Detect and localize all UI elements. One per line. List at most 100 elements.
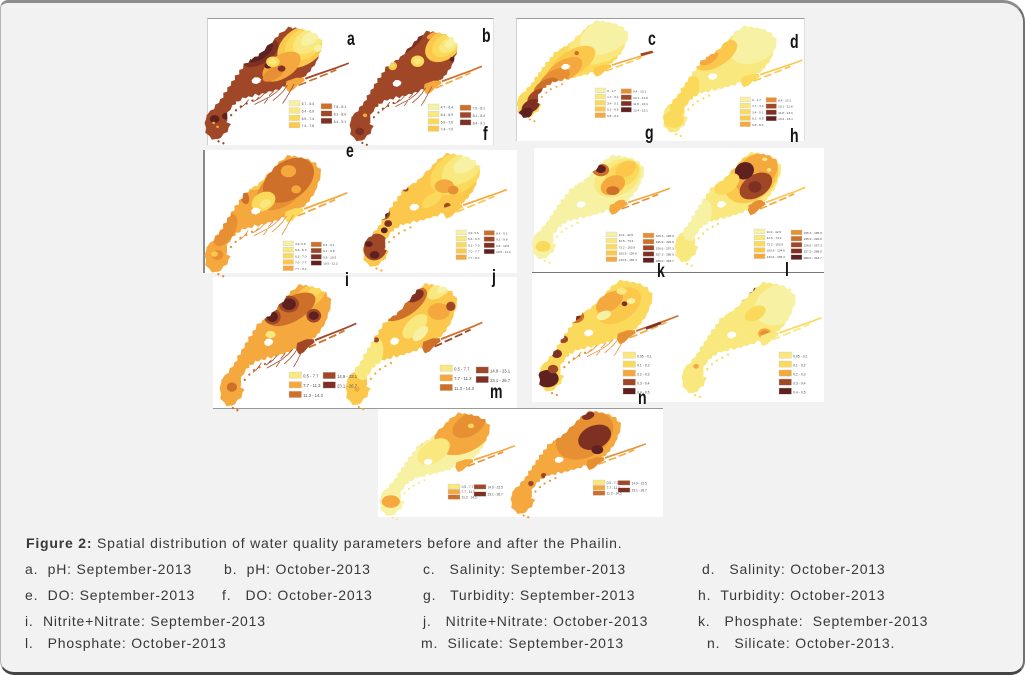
svg-text:165.3 - 195.9: 165.3 - 195.9 — [656, 234, 675, 238]
svg-text:42.5 - 73.2: 42.5 - 73.2 — [619, 239, 634, 243]
svg-text:0.05 - 0.1: 0.05 - 0.1 — [793, 354, 807, 358]
svg-text:0.3 - 0.4: 0.3 - 0.4 — [793, 381, 806, 385]
svg-text:226.6 - 257.3: 226.6 - 257.3 — [804, 243, 823, 247]
svg-text:0.4 - 0.5: 0.4 - 0.5 — [793, 390, 806, 394]
svg-text:8.4 - 9.1: 8.4 - 9.1 — [334, 120, 347, 124]
svg-text:257.3 - 288.0: 257.3 - 288.0 — [656, 253, 675, 257]
svg-text:0.1 - 0.2: 0.1 - 0.2 — [793, 363, 806, 367]
svg-text:11.3 - 14.3: 11.3 - 14.3 — [454, 386, 474, 391]
svg-text:23.1 - 26.7: 23.1 - 26.7 — [632, 489, 647, 493]
svg-text:7.9 - 8.1: 7.9 - 8.1 — [473, 107, 486, 111]
svg-text:8.1 - 8.4: 8.1 - 8.4 — [334, 113, 347, 117]
svg-text:10.1 - 11.8: 10.1 - 11.8 — [778, 105, 793, 109]
svg-text:3.4 - 5.1: 3.4 - 5.1 — [607, 101, 619, 105]
svg-text:0.5 - 7.7: 0.5 - 7.7 — [607, 481, 619, 485]
svg-text:23.1 - 26.7: 23.1 - 26.7 — [488, 493, 503, 497]
svg-text:8.4 - 10.1: 8.4 - 10.1 — [633, 90, 646, 94]
svg-text:4.9- 5.6: 4.9- 5.6 — [295, 242, 306, 246]
svg-text:8.4 - 9.1: 8.4 - 9.1 — [323, 243, 335, 247]
svg-text:7.7 - 8.4: 7.7 - 8.4 — [468, 256, 480, 260]
svg-text:9.1 - 9.8: 9.1 - 9.8 — [323, 249, 335, 253]
svg-text:6.4 - 6.9: 6.4 - 6.9 — [302, 110, 315, 114]
svg-text:8.4 - 9.1: 8.4 - 9.1 — [496, 232, 508, 236]
svg-text:5.6 - 6.3: 5.6 - 6.3 — [468, 237, 480, 241]
svg-text:0.05 - 0.1: 0.05 - 0.1 — [637, 354, 651, 358]
svg-text:0.3 - 0.4: 0.3 - 0.4 — [637, 381, 650, 385]
svg-text:134.6 - 165.3: 134.6 - 165.3 — [767, 255, 786, 259]
svg-text:6.8 - 8.4: 6.8 - 8.4 — [607, 114, 619, 118]
svg-text:42.5 - 73.2: 42.5 - 73.2 — [767, 236, 782, 240]
svg-text:8.4 - 9.1: 8.4 - 9.1 — [473, 121, 486, 125]
svg-text:11.9 - 42.5: 11.9 - 42.5 — [767, 230, 782, 234]
svg-text:0 - 1.7: 0 - 1.7 — [607, 89, 616, 93]
svg-text:10.1 - 11.8: 10.1 - 11.8 — [633, 96, 648, 100]
svg-text:7.7 - 11.3: 7.7 - 11.3 — [607, 486, 620, 490]
svg-text:5.7 - 6.4: 5.7 - 6.4 — [302, 102, 315, 106]
svg-text:257.3 - 288.0: 257.3 - 288.0 — [804, 250, 823, 254]
svg-text:6.9 - 7.4: 6.9 - 7.4 — [302, 117, 315, 121]
svg-text:6.3 - 7.0: 6.3 - 7.0 — [295, 254, 307, 258]
svg-text:103.9 - 134.6: 103.9 - 134.6 — [767, 249, 786, 253]
svg-text:14.9 - 23.1: 14.9 - 23.1 — [337, 374, 358, 379]
svg-text:7.0 - 7.7: 7.0 - 7.7 — [468, 250, 480, 254]
svg-text:1.7 - 3.4: 1.7 - 3.4 — [752, 104, 764, 108]
svg-text:165.3 - 195.9: 165.3 - 195.9 — [804, 231, 823, 235]
svg-text:8.4 - 10.1: 8.4 - 10.1 — [778, 99, 791, 103]
svg-text:11.8 - 13.4: 11.8 - 13.4 — [778, 111, 793, 115]
svg-text:6.4 - 6.9: 6.4 - 6.9 — [441, 113, 454, 117]
svg-text:10.5 - 11.2: 10.5 - 11.2 — [323, 262, 338, 266]
svg-text:0.2 - 0.3: 0.2 - 0.3 — [637, 372, 650, 376]
svg-text:5.6 - 6.3: 5.6 - 6.3 — [295, 248, 307, 252]
svg-text:7.0 - 7.7: 7.0 - 7.7 — [295, 261, 307, 265]
svg-text:7.7 - 11.3: 7.7 - 11.3 — [303, 383, 321, 388]
svg-text:9.8 - 10.5: 9.8 - 10.5 — [323, 255, 336, 259]
svg-text:73.2 - 103.9: 73.2 - 103.9 — [767, 242, 784, 246]
svg-text:3.4 - 5.1: 3.4 - 5.1 — [752, 110, 764, 114]
svg-text:6.9 - 7.6: 6.9 - 7.6 — [441, 120, 454, 124]
svg-text:6.3 - 7.0: 6.3 - 7.0 — [468, 243, 480, 247]
svg-text:14.9 - 22.5: 14.9 - 22.5 — [632, 481, 647, 485]
svg-text:11.9 - 42.5: 11.9 - 42.5 — [619, 233, 634, 237]
svg-text:6.8 - 8.4: 6.8 - 8.4 — [752, 123, 764, 127]
svg-text:288.0 - 318.7: 288.0 - 318.7 — [804, 256, 823, 260]
svg-text:11.3 - 14.3: 11.3 - 14.3 — [303, 393, 323, 398]
svg-text:4.9- 5.6: 4.9- 5.6 — [468, 231, 479, 235]
svg-text:0.4 - 0.5: 0.4 - 0.5 — [637, 390, 650, 394]
svg-text:1.7 - 3.4: 1.7 - 3.4 — [607, 95, 619, 99]
svg-text:0.1 - 0.2: 0.1 - 0.2 — [637, 363, 650, 367]
svg-text:7.8 - 8.1: 7.8 - 8.1 — [334, 105, 347, 109]
svg-text:103.9 - 134.6: 103.9 - 134.6 — [619, 252, 638, 256]
svg-text:13.4 - 15.1: 13.4 - 15.1 — [633, 108, 648, 112]
svg-text:0.2 - 0.3: 0.2 - 0.3 — [793, 372, 806, 376]
svg-text:11.3 - 14.5: 11.3 - 14.5 — [462, 496, 477, 500]
svg-text:9.1 - 9.8: 9.1 - 9.8 — [496, 238, 508, 242]
svg-text:7.7 - 11.3: 7.7 - 11.3 — [462, 490, 475, 494]
svg-text:23.1 - 26.7: 23.1 - 26.7 — [337, 383, 358, 388]
svg-text:0.5 - 7.7: 0.5 - 7.7 — [454, 367, 470, 372]
svg-text:195.9 - 226.6: 195.9 - 226.6 — [804, 237, 823, 241]
svg-text:226.6 - 257.3: 226.6 - 257.3 — [656, 246, 675, 250]
svg-text:288.0 - 318.7: 288.0 - 318.7 — [656, 259, 675, 263]
svg-text:7.4 - 7.9: 7.4 - 7.9 — [441, 128, 454, 132]
svg-text:11.8 - 13.4: 11.8 - 13.4 — [633, 102, 648, 106]
svg-text:13.4 - 15.1: 13.4 - 15.1 — [778, 117, 793, 121]
svg-text:9.8 - 10.5: 9.8 - 10.5 — [496, 244, 509, 248]
svg-text:10.5 - 11.2: 10.5 - 11.2 — [496, 250, 511, 254]
svg-text:14.9 - 22.5: 14.9 - 22.5 — [488, 485, 503, 489]
svg-text:0 - 1.7: 0 - 1.7 — [752, 98, 761, 102]
svg-text:0.5 - 7.7: 0.5 - 7.7 — [462, 485, 474, 489]
svg-text:7.7 - 11.3: 7.7 - 11.3 — [454, 376, 472, 381]
svg-text:8.1 - 8.4: 8.1 - 8.4 — [473, 114, 486, 118]
svg-text:0.5 - 7.7: 0.5 - 7.7 — [303, 374, 319, 379]
svg-text:5.1 - 6.8: 5.1 - 6.8 — [607, 108, 619, 112]
svg-text:5.1 - 6.8: 5.1 - 6.8 — [752, 117, 764, 121]
svg-text:195.9 - 226.6: 195.9 - 226.6 — [656, 240, 675, 244]
svg-text:23.1 - 26.7: 23.1 - 26.7 — [490, 378, 511, 383]
svg-text:73.2 - 103.9: 73.2 - 103.9 — [619, 245, 636, 249]
svg-text:134.6 - 165.3: 134.6 - 165.3 — [619, 258, 638, 262]
svg-text:11.3 - 14.5: 11.3 - 14.5 — [607, 492, 622, 496]
svg-text:7.7 - 8.4: 7.7 - 8.4 — [295, 267, 307, 271]
svg-text:4.7 - 6.4: 4.7 - 6.4 — [441, 106, 454, 110]
svg-text:7.4 - 7.8: 7.4 - 7.8 — [302, 124, 315, 128]
svg-text:14.9 - 23.1: 14.9 - 23.1 — [490, 369, 511, 374]
